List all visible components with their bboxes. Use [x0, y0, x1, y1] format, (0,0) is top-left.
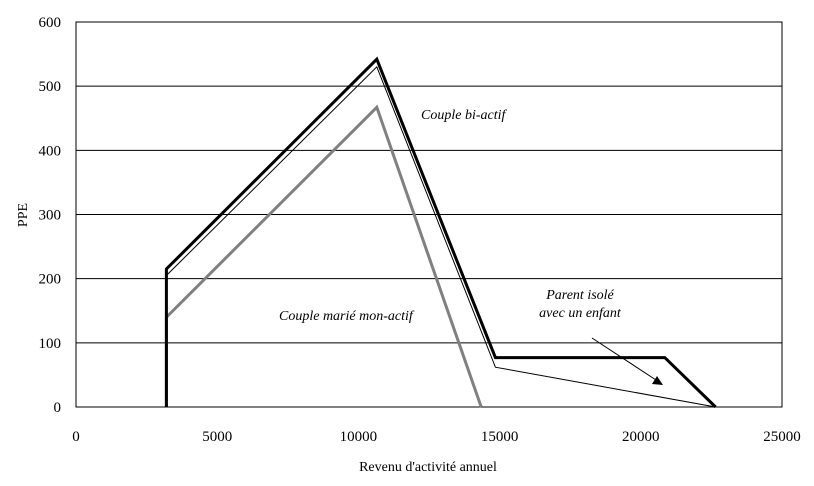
y-tick-label: 200: [39, 272, 62, 288]
y-tick-label: 0: [54, 400, 62, 416]
annotation-couple-bi-actif: Couple bi-actif: [421, 108, 507, 123]
y-tick-label: 100: [39, 336, 62, 352]
y-axis-label: PPE: [16, 203, 31, 227]
y-tick-label: 600: [39, 15, 62, 31]
x-tick-label: 10000: [340, 429, 378, 445]
y-tick-label: 400: [39, 143, 62, 159]
y-tick-labels: 0 100 200 300 400 500 600: [39, 15, 62, 416]
x-tick-label: 25000: [763, 429, 801, 445]
y-tick-label: 500: [39, 79, 62, 95]
grid-lines: [76, 21, 782, 408]
x-tick-label: 20000: [622, 429, 660, 445]
x-axis-label: Revenu d'activité annuel: [359, 460, 497, 475]
x-tick-label: 15000: [481, 429, 519, 445]
series-lines: [164, 56, 717, 409]
series-line-couple-marie-mon-actif: [164, 104, 483, 408]
x-tick-labels: 0 5000 10000 15000 20000 25000: [72, 429, 801, 445]
annotation-parent-isole-line1: Parent isolé: [545, 288, 614, 303]
arrow-head: [652, 376, 663, 385]
series-line-couple-bi-actif: [164, 56, 717, 409]
x-tick-label: 0: [72, 429, 80, 445]
plot-frame: [75, 21, 783, 408]
x-tick-label: 5000: [202, 429, 232, 445]
y-tick-label: 300: [39, 208, 62, 224]
annotation-couple-marie-mon-actif: Couple marié mon-actif: [279, 309, 415, 324]
annotation-parent-isole-line2: avec un enfant: [539, 306, 622, 321]
annotation-arrow: [591, 337, 663, 385]
